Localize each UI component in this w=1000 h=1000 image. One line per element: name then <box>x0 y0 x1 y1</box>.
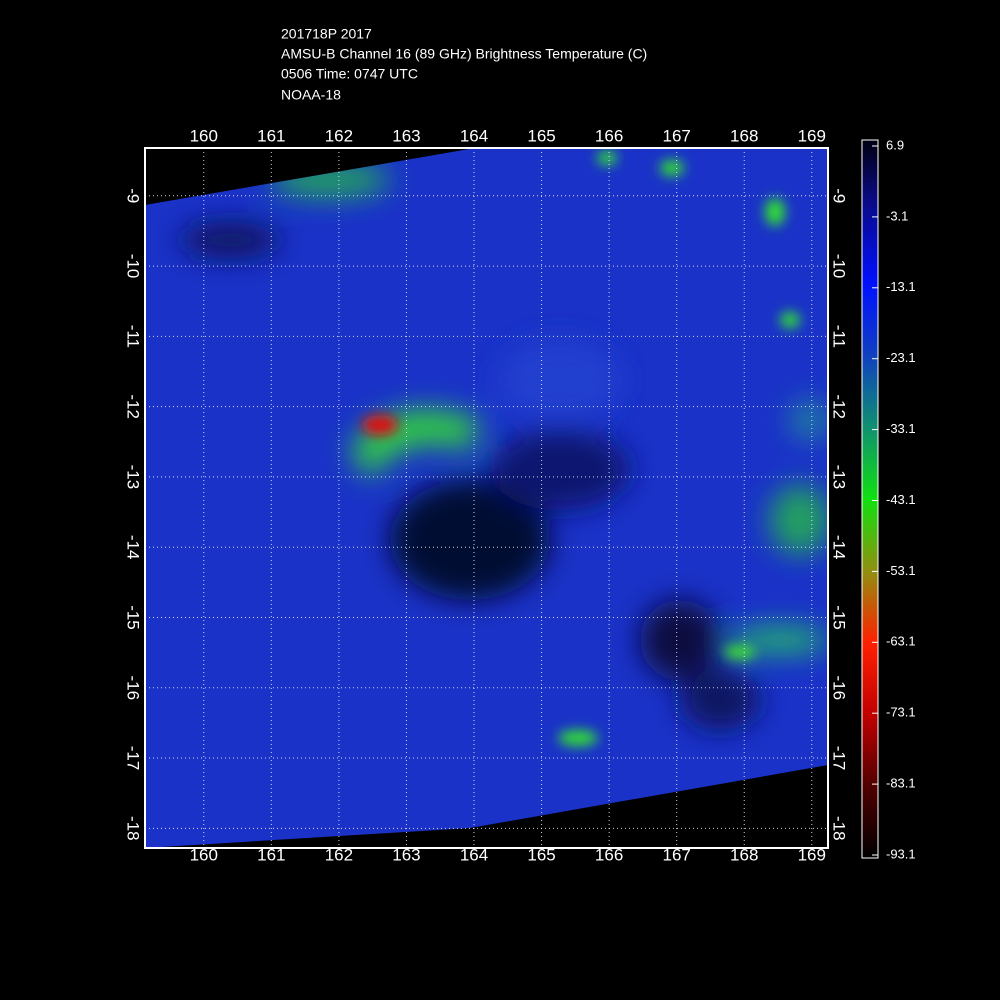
y-tick-label: -12 <box>124 394 143 419</box>
x-tick-label: 164 <box>460 126 488 145</box>
colorbar-tick-label: -73.1 <box>886 705 916 720</box>
colorbar-tick-label: -33.1 <box>886 421 916 436</box>
x-tick-label: 160 <box>190 845 218 864</box>
y-tick-label: -12 <box>830 394 849 419</box>
x-tick-label: 166 <box>595 126 623 145</box>
header: 201718P 2017 AMSU-B Channel 16 (89 GHz) … <box>281 26 647 103</box>
y-tick-label: -13 <box>830 465 849 490</box>
x-tick-label: 163 <box>392 845 420 864</box>
header-line: 0506 Time: 0747 UTC <box>281 66 418 82</box>
y-tick-label: -18 <box>124 816 143 841</box>
x-tick-label: 162 <box>325 845 353 864</box>
map-frame <box>144 147 829 849</box>
colorbar-tick-label: -23.1 <box>886 350 916 365</box>
x-tick-label: 167 <box>662 126 690 145</box>
colorbar-ticks: 6.9 -3.1 -13.1 -23.1 -33.1 -43.1 -53.1 -63.1 -73… <box>872 137 916 861</box>
y-tick-label: -9 <box>124 188 143 203</box>
colorbar-tick-label: -43.1 <box>886 492 916 507</box>
colorbar-tick-label: -93.1 <box>886 846 916 861</box>
x-tick-label: 161 <box>257 845 285 864</box>
y-tick-label: -16 <box>124 675 143 700</box>
colorbar-tick-label: -53.1 <box>886 563 916 578</box>
colorbar-tick-label: -83.1 <box>886 776 916 791</box>
x-tick-label: 168 <box>730 126 758 145</box>
y-tick-label: -14 <box>830 535 849 560</box>
y-tick-label: -15 <box>124 605 143 630</box>
colorbar-tick-label: -13.1 <box>886 279 916 294</box>
x-tick-label: 166 <box>595 845 623 864</box>
x-tick-label: 169 <box>798 845 826 864</box>
colorbar-tick-label: -3.1 <box>886 208 908 223</box>
header-line: AMSU-B Channel 16 (89 GHz) Brightness Te… <box>281 46 647 62</box>
y-tick-label: -15 <box>830 605 849 630</box>
y-tick-label: -18 <box>830 816 849 841</box>
y-tick-label: -14 <box>124 535 143 560</box>
y-tick-label: -11 <box>124 325 143 348</box>
x-tick-label: 161 <box>257 126 285 145</box>
x-tick-label: 163 <box>392 126 420 145</box>
x-tick-label: 165 <box>527 126 555 145</box>
x-tick-label: 165 <box>527 845 555 864</box>
satellite-image <box>145 148 828 848</box>
colorbar <box>861 139 879 859</box>
x-tick-label: 169 <box>798 126 826 145</box>
x-tick-label: 168 <box>730 845 758 864</box>
y-tick-label: -11 <box>830 325 849 348</box>
x-tick-label: 167 <box>662 845 690 864</box>
y-tick-label: -10 <box>830 254 849 279</box>
y-tick-label: -17 <box>124 746 143 771</box>
colorbar-tick-label: 6.9 <box>886 137 904 152</box>
y-tick-label: -13 <box>124 465 143 490</box>
x-tick-label: 164 <box>460 845 488 864</box>
header-line: NOAA-18 <box>281 87 341 103</box>
header-line: 201718P 2017 <box>281 26 372 42</box>
y-tick-label: -9 <box>830 188 849 203</box>
x-tick-label: 162 <box>325 126 353 145</box>
y-tick-label: -16 <box>830 675 849 700</box>
colorbar-tick-label: -63.1 <box>886 634 916 649</box>
y-tick-label: -10 <box>124 254 143 279</box>
y-tick-label: -17 <box>830 746 849 771</box>
x-tick-label: 160 <box>190 126 218 145</box>
axis-labels: 160 160 161 161 162 162 163 163 164 164 165 165 166 1… <box>124 126 849 864</box>
grid <box>145 148 828 848</box>
